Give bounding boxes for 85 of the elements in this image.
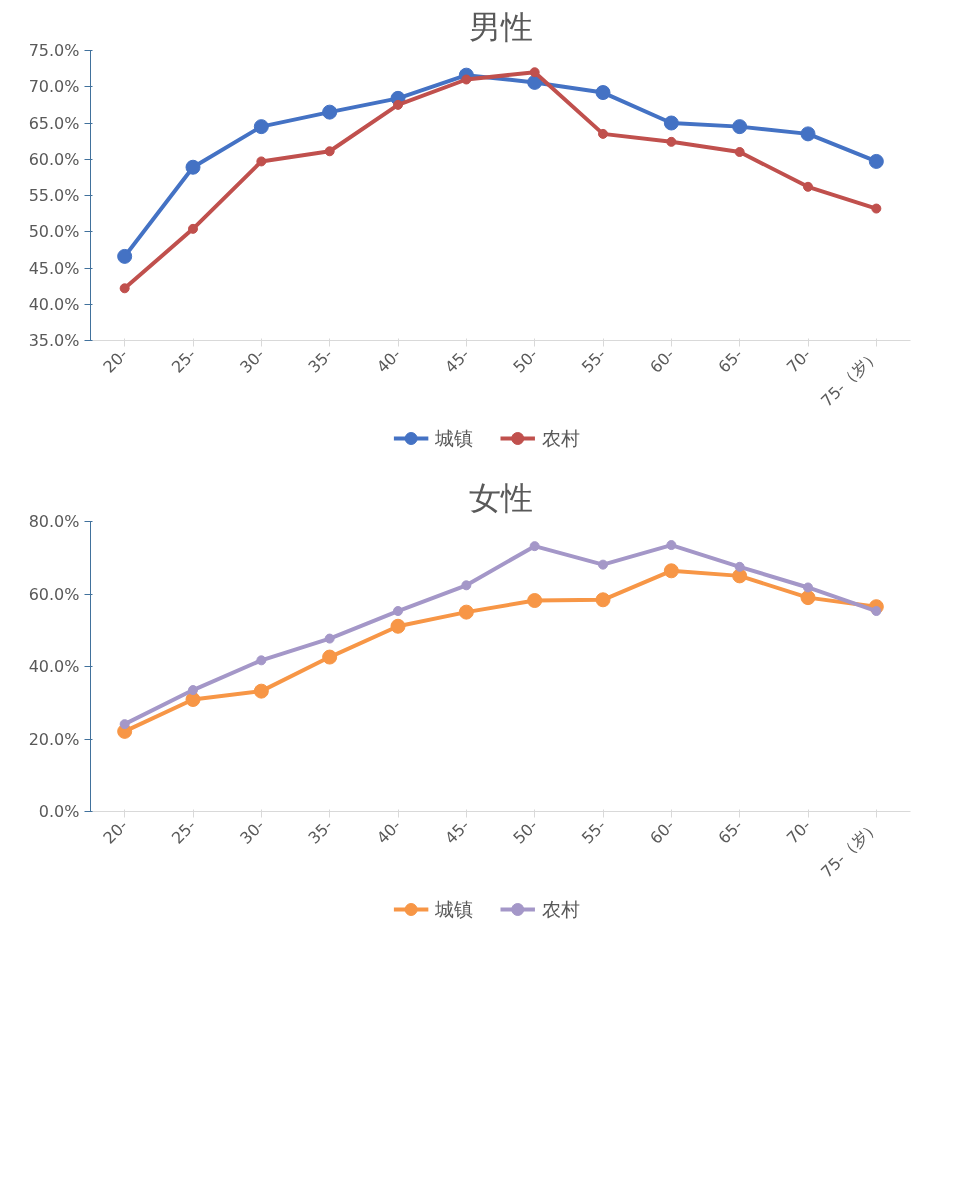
point [461, 580, 472, 591]
point [803, 181, 813, 192]
point [800, 126, 816, 142]
x-tick-label: 50- [509, 344, 542, 377]
x-tick-label: 30- [236, 344, 269, 377]
x-tick-label: 35- [304, 815, 337, 848]
chart-title: 女性 [468, 478, 533, 517]
x-tick-label: 40- [372, 344, 405, 377]
point [188, 685, 198, 696]
point [185, 159, 201, 175]
point [393, 99, 403, 110]
x-tick-label: 20- [99, 344, 132, 377]
x-tick-label: 45- [441, 815, 474, 848]
x-tick-label: 70- [782, 815, 815, 848]
point [595, 85, 611, 101]
point [666, 136, 677, 147]
y-tick-label: 80.0% [28, 512, 80, 531]
point [663, 563, 679, 579]
x-tick-label: 55- [577, 815, 610, 848]
point [803, 582, 813, 593]
x-tick-label: 30- [236, 815, 269, 848]
y-tick-label: 0.0% [38, 802, 80, 821]
point [119, 719, 130, 730]
y-tick-label: 60.0% [28, 584, 80, 604]
point [666, 540, 677, 551]
x-tick-label: 25- [167, 815, 200, 848]
legend-label: 农村 [541, 428, 580, 449]
x-tick-label: 20- [99, 815, 132, 848]
y-tick-label: 60.0% [28, 149, 80, 169]
point [324, 146, 335, 157]
x-tick-label: 40- [372, 815, 405, 848]
point [256, 156, 267, 167]
point [461, 74, 472, 85]
point [871, 203, 882, 214]
chart-title: 男性 [468, 7, 533, 46]
legend-label: 城镇 [433, 899, 473, 920]
point [390, 618, 406, 634]
point [253, 119, 269, 135]
point [871, 606, 882, 617]
x-tick-label: 60- [646, 815, 679, 848]
point [117, 248, 133, 264]
x-tick-label: 55- [577, 344, 610, 377]
point [322, 649, 338, 665]
legend-label: 城镇 [433, 428, 473, 449]
point [529, 67, 540, 78]
x-tick-label: 75-（岁） [817, 344, 884, 411]
y-tick-label: 40.0% [28, 657, 80, 676]
x-tick-label: 65- [714, 344, 747, 377]
point [595, 592, 611, 608]
point [598, 559, 608, 570]
x-tick-label: 50- [509, 815, 542, 848]
point [458, 604, 474, 620]
y-tick-label: 65.0% [28, 113, 80, 133]
x-tick-label: 60- [646, 344, 679, 377]
x-tick-label: 65- [714, 815, 747, 848]
x-tick-label: 70- [782, 344, 815, 377]
point [324, 633, 335, 644]
y-tick-label: 50.0% [28, 222, 80, 242]
y-tick-label: 75.0% [28, 41, 80, 60]
point [393, 606, 403, 617]
point [734, 147, 745, 157]
point [119, 283, 130, 294]
point [732, 119, 748, 135]
x-tick-label: 45- [441, 344, 474, 377]
point [663, 115, 679, 131]
point [529, 541, 540, 552]
point [188, 223, 198, 234]
legend-label: 农村 [541, 899, 580, 920]
y-tick-label: 45.0% [28, 258, 80, 278]
y-tick-label: 55.0% [28, 186, 80, 205]
point [734, 561, 745, 572]
x-tick-label: 35- [304, 344, 337, 377]
point [800, 590, 816, 606]
y-tick-label: 20.0% [28, 729, 80, 749]
y-tick-label: 40.0% [28, 294, 80, 314]
y-tick-label: 70.0% [28, 77, 80, 97]
x-tick-label: 75-（岁） [817, 815, 884, 882]
point [253, 683, 269, 699]
point [322, 104, 338, 120]
point [868, 153, 884, 169]
x-tick-label: 25- [167, 344, 200, 377]
point [256, 655, 267, 666]
point [527, 593, 543, 609]
point [598, 128, 608, 139]
y-tick-label: 35.0% [28, 331, 80, 350]
